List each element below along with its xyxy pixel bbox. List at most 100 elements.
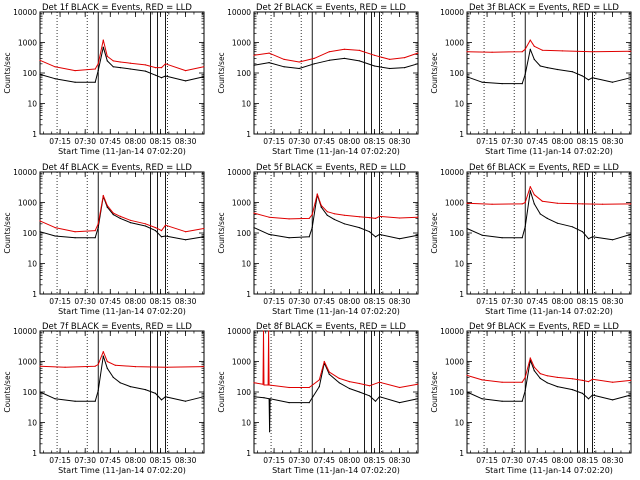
data-point-lld <box>102 351 104 353</box>
data-point-events <box>466 76 468 78</box>
y-tick-label: 10000 <box>440 327 464 336</box>
data-point-events <box>373 65 376 67</box>
x-tick-label: 07:15 <box>476 297 498 306</box>
y-tick-label: 1000 <box>445 199 464 208</box>
data-point-events <box>343 57 345 60</box>
data-point-events <box>571 226 574 228</box>
data-point-events <box>591 77 594 79</box>
x-tick-label: 08:00 <box>125 456 147 465</box>
y-tick-label: 1000 <box>18 39 37 48</box>
data-point-lld <box>119 61 121 63</box>
data-point-events <box>591 236 594 238</box>
data-point-events <box>164 396 167 398</box>
data-point-events <box>298 67 300 70</box>
data-point-events <box>481 398 483 400</box>
data-point-events <box>288 237 290 239</box>
data-point-lld <box>368 217 371 219</box>
x-axis-label: Start Time (11-Jan-14 07:02:20) <box>485 147 613 156</box>
data-point-events <box>203 396 205 398</box>
y-axis-label: Counts/sec <box>430 212 439 253</box>
data-point-lld <box>571 378 574 380</box>
data-point-lld <box>417 216 419 218</box>
y-axis-label: Counts/sec <box>3 371 12 412</box>
plot-frame <box>39 330 205 454</box>
y-tick-label: 100 <box>23 69 38 78</box>
y-tick-label: 1 <box>32 449 37 458</box>
y-tick-label: 1 <box>459 449 464 458</box>
x-tick-label: 08:30 <box>389 137 411 146</box>
data-point-lld <box>308 386 310 389</box>
x-tick-label: 08:15 <box>577 137 599 146</box>
data-point-events <box>308 236 310 238</box>
x-tick-label: 08:30 <box>602 137 624 146</box>
data-point-events <box>529 48 531 50</box>
data-point-events <box>389 67 391 70</box>
x-tick-label: 07:45 <box>99 137 121 146</box>
data-point-lld <box>253 54 255 56</box>
data-point-lld <box>358 216 360 218</box>
data-point-events <box>417 234 419 236</box>
x-tick-label: 08:00 <box>339 297 361 306</box>
y-tick-label: 1000 <box>18 199 37 208</box>
data-point-events <box>404 67 406 69</box>
data-point-events <box>129 222 131 224</box>
y-tick-label: 100 <box>237 229 252 238</box>
data-point-lld <box>529 186 531 188</box>
x-tick-label: 07:15 <box>49 297 71 306</box>
data-point-lld <box>112 60 114 62</box>
y-tick-label: 10 <box>241 419 251 428</box>
x-tick-label: 08:15 <box>150 456 172 465</box>
x-tick-label: 08:30 <box>602 456 624 465</box>
data-point-lld <box>185 231 187 233</box>
panel-title: Det 9f BLACK = Events, RED = LLD <box>469 322 619 332</box>
data-point-lld <box>378 381 381 383</box>
data-point-lld <box>160 230 163 232</box>
data-point-events <box>164 75 167 77</box>
data-point-events <box>612 239 614 241</box>
data-point-events <box>54 398 56 400</box>
data-point-events <box>97 70 99 72</box>
y-axis-label: Counts/sec <box>3 52 12 93</box>
x-tick-label: 08:00 <box>125 297 147 306</box>
data-point-events <box>144 70 146 72</box>
data-point-events <box>348 387 350 390</box>
series-line-events <box>253 194 418 240</box>
data-point-lld <box>591 378 594 380</box>
x-tick-label: 08:30 <box>175 297 197 306</box>
data-point-events <box>160 236 163 238</box>
data-point-lld <box>343 214 345 216</box>
data-point-lld <box>313 57 315 60</box>
data-point-events <box>524 226 526 228</box>
data-point-events <box>94 237 96 239</box>
data-point-events <box>308 402 310 404</box>
data-point-lld <box>491 203 493 205</box>
data-point-lld <box>521 51 523 53</box>
data-point-events <box>556 222 559 224</box>
data-point-lld <box>561 50 564 52</box>
data-point-events <box>587 398 590 400</box>
data-point-events <box>185 80 187 82</box>
x-tick-label: 07:30 <box>288 456 310 465</box>
data-point-events <box>283 66 285 68</box>
x-tick-label: 08:15 <box>364 456 386 465</box>
x-axis-label: Start Time (11-Jan-14 07:02:20) <box>58 147 186 156</box>
data-point-events <box>591 394 594 396</box>
data-point-events <box>268 398 270 400</box>
series-line-lld <box>466 357 631 383</box>
panel-title: Det 6f BLACK = Events, RED = LLD <box>469 163 619 173</box>
data-point-lld <box>144 64 146 66</box>
series-line-events <box>39 195 204 241</box>
y-tick-label: 100 <box>450 229 465 238</box>
y-tick-label: 100 <box>23 229 38 238</box>
data-point-events <box>399 238 401 240</box>
y-tick-label: 10 <box>454 419 464 428</box>
data-point-events <box>119 217 121 219</box>
data-point-events <box>399 402 401 404</box>
x-tick-label: 07:30 <box>288 137 310 146</box>
data-point-events <box>253 64 255 66</box>
data-point-events <box>263 397 265 399</box>
data-point-lld <box>328 371 330 373</box>
series-line-lld <box>253 48 418 63</box>
y-tick-label: 1 <box>246 290 251 299</box>
x-tick-label: 07:30 <box>74 456 96 465</box>
